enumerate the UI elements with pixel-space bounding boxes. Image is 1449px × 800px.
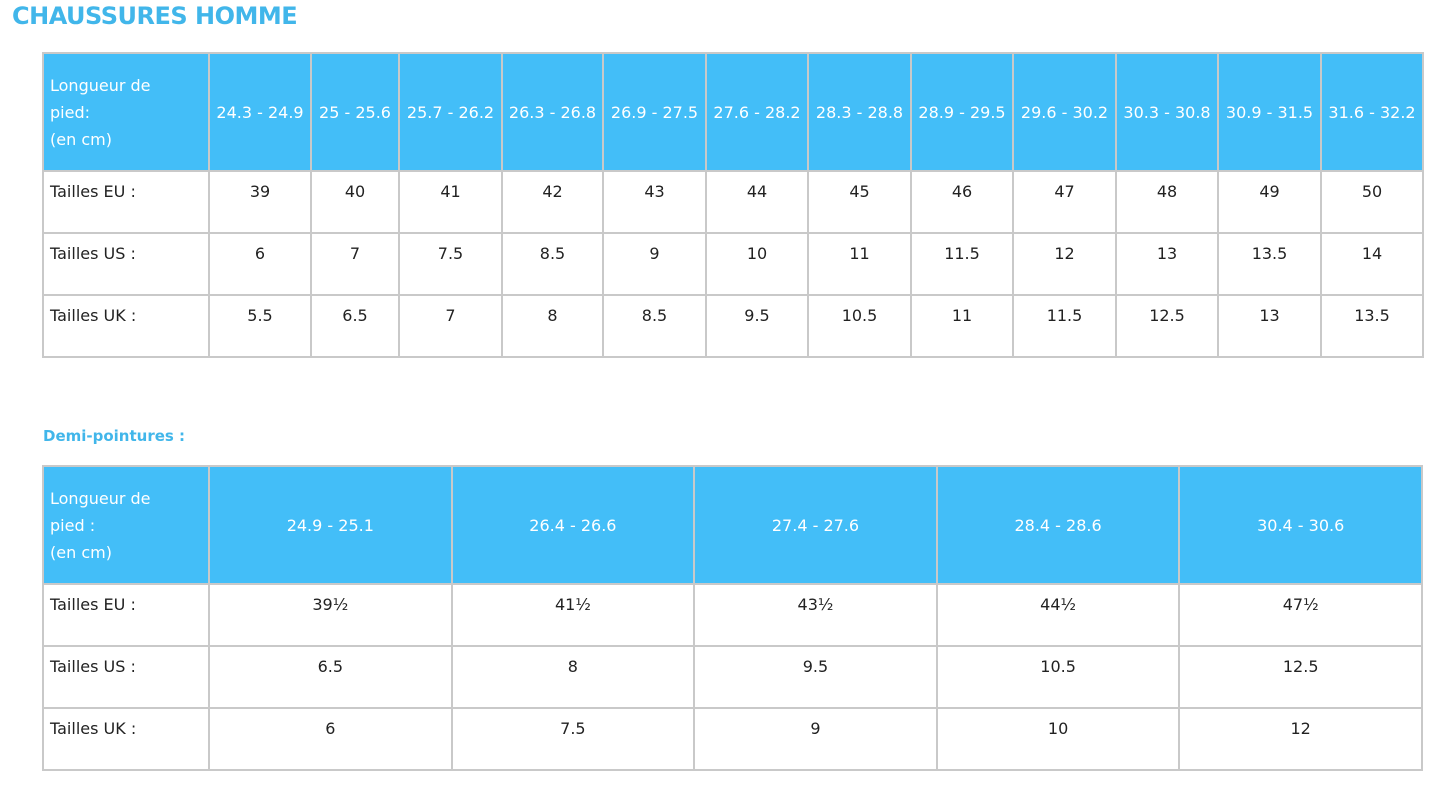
cell: 6: [208, 707, 453, 771]
header-label-line: (en cm): [50, 542, 112, 562]
row-label: Tailles US :: [42, 232, 210, 296]
header-cell: 28.4 - 28.6: [935, 465, 1181, 585]
table: Longueur de pied : (en cm) 24.9 - 25.1 26.4 …: [42, 465, 1423, 771]
cell: 11.5: [1012, 294, 1117, 358]
cell: 14: [1320, 232, 1424, 296]
row-label: Tailles US :: [42, 645, 210, 709]
cell: 46: [910, 170, 1014, 234]
cell: 7: [398, 294, 503, 358]
cell: 42: [501, 170, 604, 234]
cell: 5.5: [208, 294, 312, 358]
cell: 45: [807, 170, 912, 234]
cell: 11.5: [910, 232, 1014, 296]
cell: 44½: [935, 583, 1181, 647]
cell: 13: [1217, 294, 1322, 358]
cell: 12: [1178, 707, 1423, 771]
header-label-line: Longueur de: [50, 488, 151, 508]
size-table: Longueur de pied : (en cm) 24.9 - 25.1 26.4 …: [42, 465, 1423, 771]
cell: 10.5: [807, 294, 912, 358]
header-cell: 26.3 - 26.8: [501, 52, 604, 172]
cell: 44: [705, 170, 809, 234]
cell: 6.5: [208, 645, 453, 709]
cell: 13.5: [1217, 232, 1322, 296]
cell: 9: [693, 707, 938, 771]
header-cell: 28.9 - 29.5: [910, 52, 1014, 172]
cell: 7: [310, 232, 400, 296]
header-cell: 25 - 25.6: [310, 52, 400, 172]
cell: 9: [602, 232, 707, 296]
cell: 8.5: [602, 294, 707, 358]
cell: 13.5: [1320, 294, 1424, 358]
table-row: Tailles UK :5.5 6.5 7 8 8.5 9.5 10.5 11 11.5 12.5…: [42, 294, 1424, 358]
cell: 40: [310, 170, 400, 234]
header-cell: 30.9 - 31.5: [1217, 52, 1322, 172]
section-title: Demi-pointures :: [43, 427, 186, 445]
cell: 6: [208, 232, 312, 296]
header-label-line: pied:: [50, 102, 90, 122]
cell: 7.5: [450, 707, 696, 771]
cell: 39: [208, 170, 312, 234]
header-cell: 26.9 - 27.5: [602, 52, 707, 172]
header-label: Longueur de pied: (en cm): [42, 52, 210, 172]
row-label: Tailles UK :: [42, 294, 210, 358]
page-title: CHAUSSURES HOMME: [12, 2, 298, 30]
row-label: Tailles EU :: [42, 170, 210, 234]
header-label-line: (en cm): [50, 129, 112, 149]
header-label: Longueur de pied : (en cm): [42, 465, 210, 585]
cell: 41½: [450, 583, 696, 647]
cell: 6.5: [310, 294, 400, 358]
header-cell: 28.3 - 28.8: [807, 52, 912, 172]
cell: 8: [501, 294, 604, 358]
table-row: Tailles US :6.5 8 9.5 10.5 12.5: [42, 645, 1423, 709]
header-label-line: Longueur de: [50, 75, 151, 95]
cell: 10: [935, 707, 1181, 771]
cell: 11: [910, 294, 1014, 358]
cell: 9.5: [693, 645, 938, 709]
cell: 43: [602, 170, 707, 234]
cell: 10: [705, 232, 809, 296]
row-label: Tailles UK :: [42, 707, 210, 771]
header-row: Longueur de pied : (en cm) 24.9 - 25.1 26.4 …: [42, 465, 1423, 585]
cell: 12.5: [1115, 294, 1219, 358]
table: Longueur de pied: (en cm) 24.3 - 24.9 25 - 2…: [42, 52, 1424, 358]
header-cell: 30.4 - 30.6: [1178, 465, 1423, 585]
table-row: Tailles UK :6 7.5 9 10 12: [42, 707, 1423, 771]
cell: 48: [1115, 170, 1219, 234]
header-cell: 24.9 - 25.1: [208, 465, 453, 585]
header-cell: 31.6 - 32.2: [1320, 52, 1424, 172]
table-row: Tailles EU :39½ 41½ 43½ 44½ 47½: [42, 583, 1423, 647]
header-cell: 27.4 - 27.6: [693, 465, 938, 585]
cell: 8.5: [501, 232, 604, 296]
header-cell: 30.3 - 30.8: [1115, 52, 1219, 172]
header-label-line: pied :: [50, 515, 96, 535]
cell: 41: [398, 170, 503, 234]
cell: 47: [1012, 170, 1117, 234]
header-cell: 27.6 - 28.2: [705, 52, 809, 172]
header-cell: 24.3 - 24.9: [208, 52, 312, 172]
cell: 9.5: [705, 294, 809, 358]
header-cell: 29.6 - 30.2: [1012, 52, 1117, 172]
table-row: Tailles EU :39 40 41 42 43 44 45 46 47 48 49 50: [42, 170, 1424, 234]
cell: 39½: [208, 583, 453, 647]
cell: 10.5: [935, 645, 1181, 709]
cell: 43½: [693, 583, 938, 647]
cell: 11: [807, 232, 912, 296]
row-label: Tailles EU :: [42, 583, 210, 647]
cell: 50: [1320, 170, 1424, 234]
cell: 13: [1115, 232, 1219, 296]
size-table: Longueur de pied: (en cm) 24.3 - 24.9 25 - 2…: [42, 52, 1424, 358]
header-cell: 26.4 - 26.6: [450, 465, 696, 585]
table-row: Tailles US :6 7 7.5 8.5 9 10 11 11.5 12 13 13.5 14: [42, 232, 1424, 296]
cell: 49: [1217, 170, 1322, 234]
header-row: Longueur de pied: (en cm) 24.3 - 24.9 25 - 2…: [42, 52, 1424, 172]
cell: 7.5: [398, 232, 503, 296]
cell: 12: [1012, 232, 1117, 296]
cell: 12.5: [1178, 645, 1423, 709]
cell: 47½: [1178, 583, 1423, 647]
header-cell: 25.7 - 26.2: [398, 52, 503, 172]
cell: 8: [450, 645, 696, 709]
